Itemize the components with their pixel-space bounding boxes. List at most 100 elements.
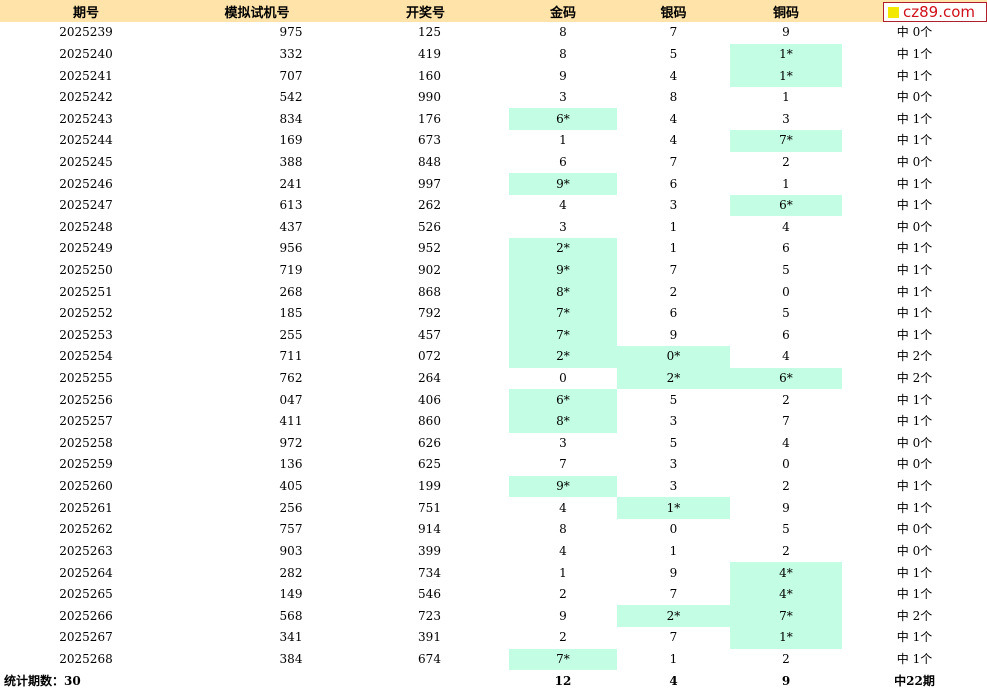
cell-sim: 411 (279, 414, 303, 429)
table-row: 2025252 185 792 7* 6 5 中 1个 (0, 302, 987, 325)
cell-silver: 4 (669, 111, 678, 126)
cell-silver: 6 (669, 176, 678, 191)
cell-bronze: 0 (782, 457, 790, 472)
cell-sim: 437 (279, 219, 303, 234)
cell-issue: 2025262 (59, 522, 113, 537)
cell-sim: 707 (279, 68, 303, 83)
table-row: 2025264 282 734 1 9 4* 中 1个 (0, 562, 987, 584)
cell-draw: 072 (418, 349, 441, 364)
logo-square-icon (888, 6, 899, 18)
cell-bronze: 2 (782, 543, 790, 558)
cell-bronze: 4* (730, 562, 842, 584)
cell-bronze: 1* (730, 627, 842, 649)
cell-draw: 673 (418, 133, 441, 148)
cell-silver: 7 (669, 630, 678, 645)
cell-issue: 2025255 (59, 371, 113, 386)
site-logo[interactable]: cz89.com (883, 2, 987, 22)
cell-gold: 2* (509, 238, 617, 260)
cell-draw: 419 (418, 46, 441, 61)
table-row: 2025248 437 526 3 1 4 中 0个 (0, 216, 987, 238)
cell-bronze: 6* (730, 194, 842, 217)
cell-hits: 中 1个 (896, 565, 933, 580)
table-row: 2025239 975 125 8 7 9 中 0个 (0, 22, 987, 44)
summary-empty-1 (172, 670, 342, 691)
cell-hits: 中 1个 (896, 263, 933, 277)
cell-hits: 中 1个 (896, 392, 933, 407)
cell-issue: 2025268 (59, 651, 113, 666)
cell-silver: 6 (669, 306, 678, 321)
cell-bronze: 1* (730, 65, 842, 87)
cell-issue: 2025257 (59, 414, 113, 429)
cell-sim: 047 (279, 392, 303, 407)
cell-gold: 7 (559, 457, 567, 472)
cell-gold: 8* (509, 410, 617, 433)
cell-gold: 9* (509, 475, 617, 498)
cell-issue: 2025266 (59, 608, 113, 623)
cell-issue: 2025239 (59, 25, 113, 40)
summary-bronze-total: 9 (781, 673, 791, 688)
cell-sim: 568 (279, 608, 303, 623)
cell-gold: 9 (559, 68, 567, 83)
cell-hits: 中 2个 (896, 349, 933, 364)
cell-bronze: 7* (730, 130, 842, 152)
cell-silver: 9 (669, 565, 678, 580)
cell-sim: 711 (279, 349, 303, 364)
cell-gold: 7* (509, 648, 617, 671)
cell-bronze: 5 (782, 306, 790, 321)
cell-issue: 2025244 (59, 133, 113, 148)
table-row: 2025262 757 914 8 0 5 中 0个 (0, 519, 987, 541)
cell-silver: 3 (669, 457, 678, 472)
table-row: 2025258 972 626 3 5 4 中 0个 (0, 433, 987, 455)
cell-sim: 384 (279, 651, 303, 666)
cell-silver: 8 (669, 90, 678, 105)
cell-issue: 2025260 (59, 479, 113, 494)
table-row: 2025267 341 391 2 7 1* 中 1个 (0, 627, 987, 649)
table-row: 2025261 256 751 4 1* 9 中 1个 (0, 497, 987, 520)
cell-silver: 7 (669, 587, 678, 602)
cell-issue: 2025261 (59, 500, 113, 515)
table-row: 2025242 542 990 3 8 1 中 0个 (0, 87, 987, 109)
cell-gold: 4 (559, 198, 567, 213)
cell-draw: 997 (418, 176, 441, 191)
cell-draw: 160 (418, 68, 441, 83)
table-row: 2025251 268 868 8* 2 0 中 1个 (0, 281, 987, 303)
cell-issue: 2025263 (59, 543, 113, 558)
table-row: 2025253 255 457 7* 9 6 中 1个 (0, 324, 987, 347)
cell-issue: 2025241 (59, 68, 113, 83)
cell-hits: 中 1个 (896, 68, 933, 83)
header-row: 期号 模拟试机号 开奖号 金码 银码 铜码 (0, 0, 987, 22)
header-bronze: 铜码 (730, 0, 842, 22)
cell-hits: 中 1个 (896, 111, 933, 126)
cell-issue: 2025249 (59, 241, 113, 256)
cell-bronze: 4 (782, 349, 790, 364)
cell-gold: 8 (559, 522, 567, 537)
cell-draw: 792 (418, 306, 441, 321)
cell-gold: 1 (559, 133, 567, 148)
cell-sim: 975 (279, 25, 303, 40)
cell-hits: 中 0个 (896, 90, 933, 105)
cell-sim: 762 (279, 371, 303, 386)
cell-gold: 9* (509, 173, 617, 195)
cell-sim: 255 (279, 327, 303, 342)
cell-hits: 中 1个 (896, 284, 933, 299)
cell-issue: 2025267 (59, 630, 113, 645)
cell-issue: 2025258 (59, 435, 113, 450)
cell-issue: 2025248 (59, 219, 113, 234)
summary-row: 统计期数：30 12 4 9 中22期 (0, 670, 987, 691)
cell-issue: 2025250 (59, 263, 113, 277)
header-draw-number: 开奖号 (342, 0, 509, 22)
cell-hits: 中 1个 (896, 630, 933, 645)
cell-draw: 399 (418, 543, 441, 558)
cell-sim: 256 (279, 500, 303, 515)
cell-sim: 136 (279, 457, 303, 472)
table-row: 2025260 405 199 9* 3 2 中 1个 (0, 475, 987, 498)
table-row: 2025263 903 399 4 1 2 中 0个 (0, 541, 987, 563)
table-row: 2025259 136 625 7 3 0 中 0个 (0, 454, 987, 476)
cell-silver: 7 (669, 154, 678, 169)
cell-gold: 2 (559, 630, 567, 645)
cell-issue: 2025240 (59, 46, 113, 61)
cell-hits: 中 1个 (896, 651, 933, 666)
summary-gold-total: 12 (554, 673, 572, 688)
cell-silver: 5 (669, 435, 678, 450)
